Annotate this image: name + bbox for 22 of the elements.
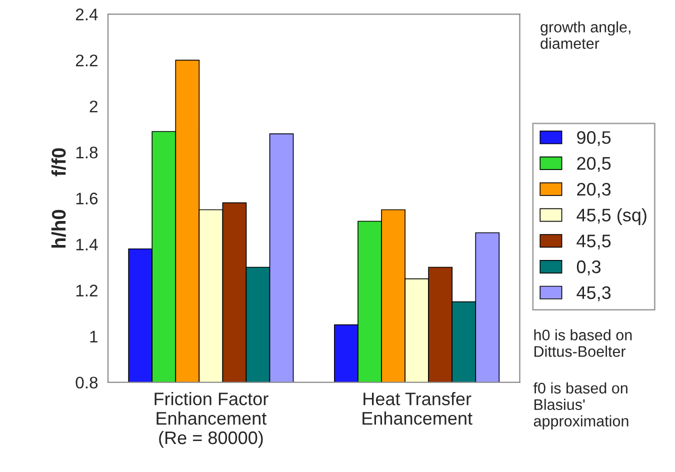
y-tick-label: 1.2 [76, 284, 98, 296]
y-tick-label: 0.8 [76, 376, 98, 389]
legend-label: 90,5 [577, 131, 611, 146]
y-tick-label: 1.6 [76, 192, 98, 204]
y-tick-label: 2 [90, 100, 98, 112]
legend-label: 20,5 [577, 156, 611, 172]
text: h0 is based on Dittus-Boelter [534, 329, 632, 357]
legend-label: 20,3 [577, 182, 611, 198]
legend-title: growth angle, diameter [540, 21, 630, 49]
legend-label: 45,3 [576, 286, 611, 302]
legend-label: 45,5 [576, 234, 611, 250]
y-tick-label: 2.4 [76, 8, 98, 20]
y-tick-label: 2.2 [76, 54, 98, 66]
y-tick-label: 1 [90, 330, 98, 342]
y-axis-title: h/h0 f/f0 [51, 148, 66, 248]
x-tick-label: Friction Factor Enhancement (Re = 80000) [154, 392, 268, 448]
x-tick-label: Heat Transfer Enhancement [362, 392, 472, 425]
y-tick-label: 1.8 [76, 146, 98, 158]
y-tick-label: 1.4 [76, 238, 98, 250]
text: f0 is based on Blasius' approximation [533, 382, 628, 430]
legend-label: 0,3 [576, 260, 601, 276]
legend-label: 45,5 (sq) [576, 208, 646, 226]
